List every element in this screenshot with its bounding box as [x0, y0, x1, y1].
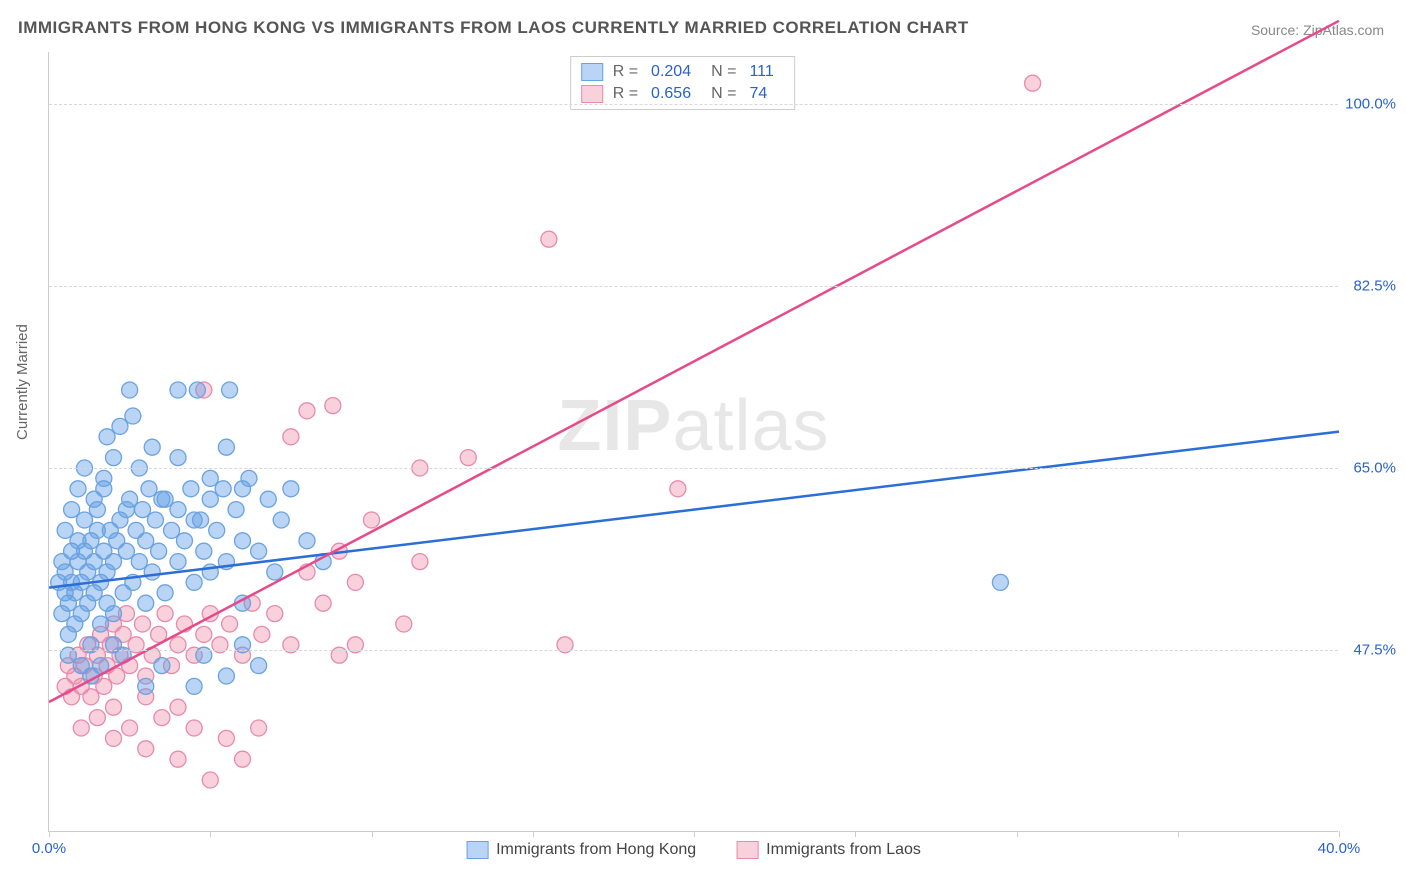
gridline	[49, 286, 1338, 287]
y-tick-label: 100.0%	[1345, 96, 1396, 113]
source-attribution: Source: ZipAtlas.com	[1251, 22, 1384, 38]
swatch-blue	[581, 63, 603, 81]
y-tick-label: 82.5%	[1353, 278, 1396, 295]
gridline	[49, 650, 1338, 651]
legend-correlation: R = 0.204 N = 111 R = 0.656 N = 74	[570, 56, 795, 110]
swatch-pink	[581, 85, 603, 103]
legend-row-laos: R = 0.656 N = 74	[581, 83, 784, 105]
chart-canvas	[49, 52, 1338, 831]
r-label: R =	[613, 85, 638, 103]
series-label-laos: Immigrants from Laos	[766, 841, 921, 859]
gridline	[49, 104, 1338, 105]
chart-title: IMMIGRANTS FROM HONG KONG VS IMMIGRANTS …	[18, 18, 969, 38]
legend-item-laos: Immigrants from Laos	[736, 841, 921, 859]
x-tick	[49, 831, 50, 837]
r-label: R =	[613, 63, 638, 81]
y-tick-label: 47.5%	[1353, 642, 1396, 659]
r-value-hk: 0.204	[651, 63, 691, 81]
legend-item-hk: Immigrants from Hong Kong	[466, 841, 696, 859]
x-tick	[372, 831, 373, 837]
swatch-blue	[466, 841, 488, 859]
n-label: N =	[711, 63, 736, 81]
x-tick	[210, 831, 211, 837]
n-label: N =	[711, 85, 736, 103]
series-label-hk: Immigrants from Hong Kong	[496, 841, 696, 859]
legend-series: Immigrants from Hong Kong Immigrants fro…	[466, 841, 921, 859]
y-axis-label: Currently Married	[14, 324, 31, 440]
x-tick	[694, 831, 695, 837]
x-tick	[1339, 831, 1340, 837]
plot-area: ZIPatlas R = 0.204 N = 111 R = 0.656 N =…	[48, 52, 1338, 832]
n-value-laos: 74	[749, 85, 767, 103]
x-tick-label: 0.0%	[32, 840, 66, 857]
x-tick	[855, 831, 856, 837]
x-tick	[1178, 831, 1179, 837]
n-value-hk: 111	[749, 63, 773, 81]
swatch-pink	[736, 841, 758, 859]
y-tick-label: 65.0%	[1353, 460, 1396, 477]
x-tick-label: 40.0%	[1318, 840, 1361, 857]
legend-row-hk: R = 0.204 N = 111	[581, 61, 784, 83]
r-value-laos: 0.656	[651, 85, 691, 103]
gridline	[49, 468, 1338, 469]
x-tick	[1017, 831, 1018, 837]
x-tick	[533, 831, 534, 837]
